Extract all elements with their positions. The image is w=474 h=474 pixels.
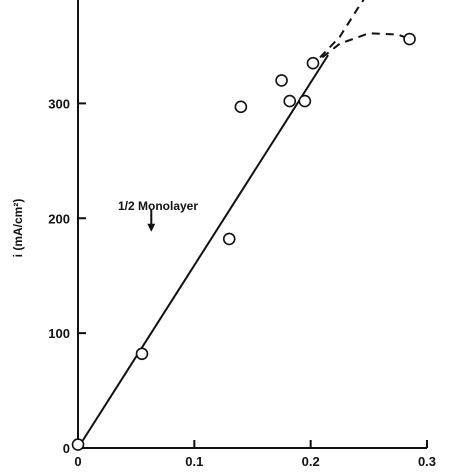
data-points-group: [71, 32, 416, 451]
x-tick-label: 0.2: [302, 454, 320, 469]
data-point: [283, 94, 297, 108]
y-tick-label: 100: [48, 326, 70, 341]
data-point: [234, 100, 248, 114]
data-point: [71, 438, 85, 451]
data-point: [275, 74, 288, 87]
data-point: [403, 32, 416, 46]
y-axis-label: i (mA/cm²): [11, 199, 25, 258]
annotation-arrow: [147, 209, 156, 232]
y-ticks-group: 0 100 200 300: [48, 96, 86, 456]
lines-group: [77, 0, 410, 449]
fit-line: [77, 54, 329, 449]
x-tick-label: 0.1: [185, 454, 203, 469]
x-tick-label: 0.3: [418, 454, 436, 469]
y-tick-label: 0: [63, 441, 70, 456]
data-point: [306, 56, 320, 70]
dashed-curve: [319, 0, 365, 59]
y-tick-label: 300: [48, 96, 70, 111]
y-tick-label: 200: [48, 211, 70, 226]
data-point: [135, 347, 149, 361]
annotation-arrow-head: [147, 223, 156, 232]
dashed-curve: [321, 32, 410, 59]
x-tick-label: 0: [74, 454, 81, 469]
x-ticks-group: 0 0.1 0.2 0.3: [74, 440, 436, 469]
data-point: [298, 94, 312, 108]
data-point: [222, 232, 236, 246]
annotation-label: 1/2 Monolayer: [118, 199, 198, 213]
